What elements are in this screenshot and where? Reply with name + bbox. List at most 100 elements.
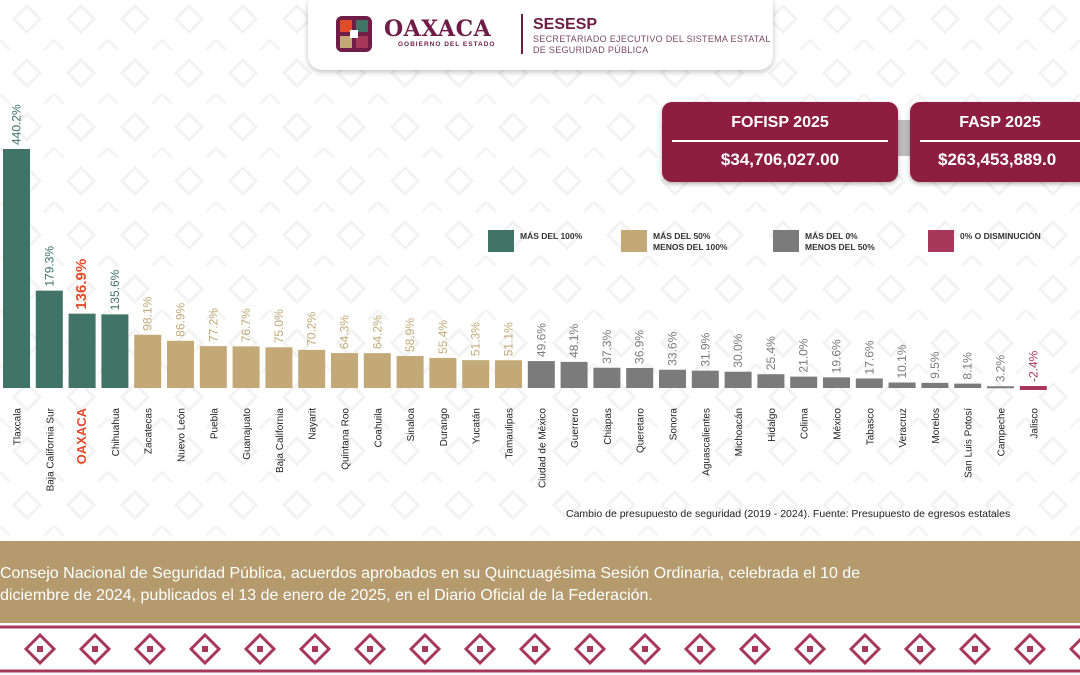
strip-dot bbox=[917, 646, 923, 652]
category-label-coahuila: Coahuila bbox=[373, 408, 384, 448]
bar-hidalgo bbox=[757, 374, 785, 388]
category-label-guerrero: Guerrero bbox=[570, 408, 581, 448]
category-label-mexico: México bbox=[833, 408, 844, 440]
bar-campeche bbox=[987, 386, 1014, 389]
value-label-yucatan: 51.3% bbox=[469, 322, 483, 356]
strip-dot bbox=[752, 646, 758, 652]
bar-guerrero bbox=[560, 361, 588, 388]
strip-dot bbox=[257, 646, 263, 652]
strip-diamond bbox=[573, 632, 607, 666]
category-label-colima: Colima bbox=[800, 408, 811, 440]
category-label-san-luis-potosi: San Luis Potosí bbox=[964, 408, 975, 478]
strip-diamond bbox=[298, 632, 332, 666]
strip-dot bbox=[477, 646, 483, 652]
bar-tabasco bbox=[855, 378, 883, 388]
value-label-nuevo-leon: 86.9% bbox=[174, 302, 188, 336]
bar-coahuila bbox=[363, 353, 391, 388]
category-label-ciudad-de-mexico: Ciudad de México bbox=[537, 408, 548, 488]
category-label-sonora: Sonora bbox=[669, 408, 680, 441]
strip-diamond bbox=[738, 632, 772, 666]
oaxaca-logo-icon bbox=[336, 16, 372, 52]
bar-colima bbox=[790, 376, 818, 388]
fasp-title: FASP 2025 bbox=[920, 114, 1080, 142]
strip-diamond bbox=[683, 632, 717, 666]
strip-dot bbox=[37, 646, 43, 652]
brand-subtitle: GOBIERNO DEL ESTADO bbox=[398, 41, 496, 48]
category-label-chiapas: Chiapas bbox=[603, 408, 614, 445]
strip-dot bbox=[642, 646, 648, 652]
value-label-tlaxcala: 440.2% bbox=[10, 104, 24, 145]
strip-diamond bbox=[133, 632, 167, 666]
bar-oaxaca bbox=[68, 313, 96, 388]
strip-dot bbox=[862, 646, 868, 652]
strip-diamond bbox=[188, 632, 222, 666]
value-label-sonora: 33.6% bbox=[666, 331, 680, 365]
category-label-quintana-roo: Quintana Roo bbox=[341, 408, 352, 470]
brand-name: OAXACA bbox=[384, 16, 492, 42]
value-label-chiapas: 37.3% bbox=[600, 329, 614, 363]
strip-diamond bbox=[958, 632, 992, 666]
strip-diamond bbox=[1013, 632, 1047, 666]
strip-diamond bbox=[848, 632, 882, 666]
strip-diamond bbox=[243, 632, 277, 666]
note-band: Consejo Nacional de Seguridad Pública, a… bbox=[0, 541, 1080, 623]
value-label-quintana-roo: 64.3% bbox=[338, 315, 352, 349]
value-label-veracruz: 10.1% bbox=[895, 344, 909, 378]
strip-dot bbox=[697, 646, 703, 652]
fasp-box: FASP 2025 $263,453,889.0 bbox=[910, 102, 1080, 182]
bar-baja-california-sur bbox=[35, 290, 63, 388]
category-label-sinaloa: Sinaloa bbox=[406, 408, 417, 442]
bar-nayarit bbox=[298, 349, 326, 388]
category-label-aguascalientes: Aguascalientes bbox=[701, 408, 712, 476]
legend-label: 0% O DISMINUCIÓN bbox=[960, 231, 1041, 241]
value-label-morelos: 9.5% bbox=[928, 351, 942, 379]
bar-sinaloa bbox=[396, 356, 424, 388]
bar-sonora bbox=[659, 369, 686, 388]
chart-caption: Cambio de presupuesto de seguridad (2019… bbox=[566, 508, 1011, 520]
bar-quintana-roo bbox=[331, 353, 358, 388]
value-label-baja-california-sur: 179.3% bbox=[42, 246, 56, 287]
value-label-mexico: 19.6% bbox=[830, 339, 844, 373]
legend-label: MÁS DEL 100% bbox=[520, 231, 583, 241]
bar-guanajuato bbox=[232, 346, 260, 388]
category-label-morelos: Morelos bbox=[931, 408, 942, 444]
category-label-baja-california-sur: Baja California Sur bbox=[45, 407, 56, 491]
strip-diamond bbox=[408, 632, 442, 666]
category-label-oaxaca: OAXACA bbox=[74, 407, 89, 464]
bar-jalisco bbox=[1019, 386, 1047, 390]
budget-change-bar-chart: 440.2% Tlaxcala 179.3% Baja California Sur 1… bbox=[3, 104, 1047, 491]
strip-diamond bbox=[518, 632, 552, 666]
bar-tamaulipas bbox=[495, 360, 522, 388]
bar-mexico bbox=[823, 377, 850, 388]
header-card: OAXACA GOBIERNO DEL ESTADO SESESP SECRET… bbox=[308, 0, 773, 70]
bar-chiapas bbox=[593, 367, 621, 388]
category-label-nayarit: Nayarit bbox=[308, 408, 319, 440]
fofisp-amount: $34,706,027.00 bbox=[720, 150, 840, 169]
bar-chihuahua bbox=[101, 314, 129, 388]
bar-veracruz bbox=[888, 382, 916, 388]
strip-dot bbox=[147, 646, 153, 652]
value-label-michoacan: 30.0% bbox=[731, 333, 745, 367]
strip-dot bbox=[807, 646, 813, 652]
legend-swatch bbox=[488, 230, 514, 252]
strip-diamond bbox=[903, 632, 937, 666]
org-name: SESESP bbox=[533, 16, 598, 33]
category-label-guanajuato: Guanajuato bbox=[242, 408, 253, 460]
value-label-aguascalientes: 31.9% bbox=[698, 332, 712, 366]
value-label-jalisco: -2.4% bbox=[1026, 350, 1040, 382]
category-label-campeche: Campeche bbox=[997, 408, 1008, 457]
category-label-tlaxcala: Tlaxcala bbox=[13, 408, 24, 446]
note-text: Consejo Nacional de Seguridad Pública, a… bbox=[0, 565, 861, 604]
bar-morelos bbox=[921, 382, 949, 388]
bar-ciudad-de-mexico bbox=[527, 361, 555, 388]
strip-dot bbox=[532, 646, 538, 652]
bar-michoacan bbox=[724, 371, 752, 388]
legend-swatch bbox=[621, 230, 647, 252]
category-label-michoacan: Michoacán bbox=[734, 408, 745, 456]
value-label-campeche: 3.2% bbox=[994, 355, 1008, 383]
bar-baja-california bbox=[265, 347, 293, 388]
strip-diamond bbox=[793, 632, 827, 666]
strip-diamond bbox=[628, 632, 662, 666]
strip-dot bbox=[587, 646, 593, 652]
value-label-guerrero: 48.1% bbox=[567, 324, 581, 358]
